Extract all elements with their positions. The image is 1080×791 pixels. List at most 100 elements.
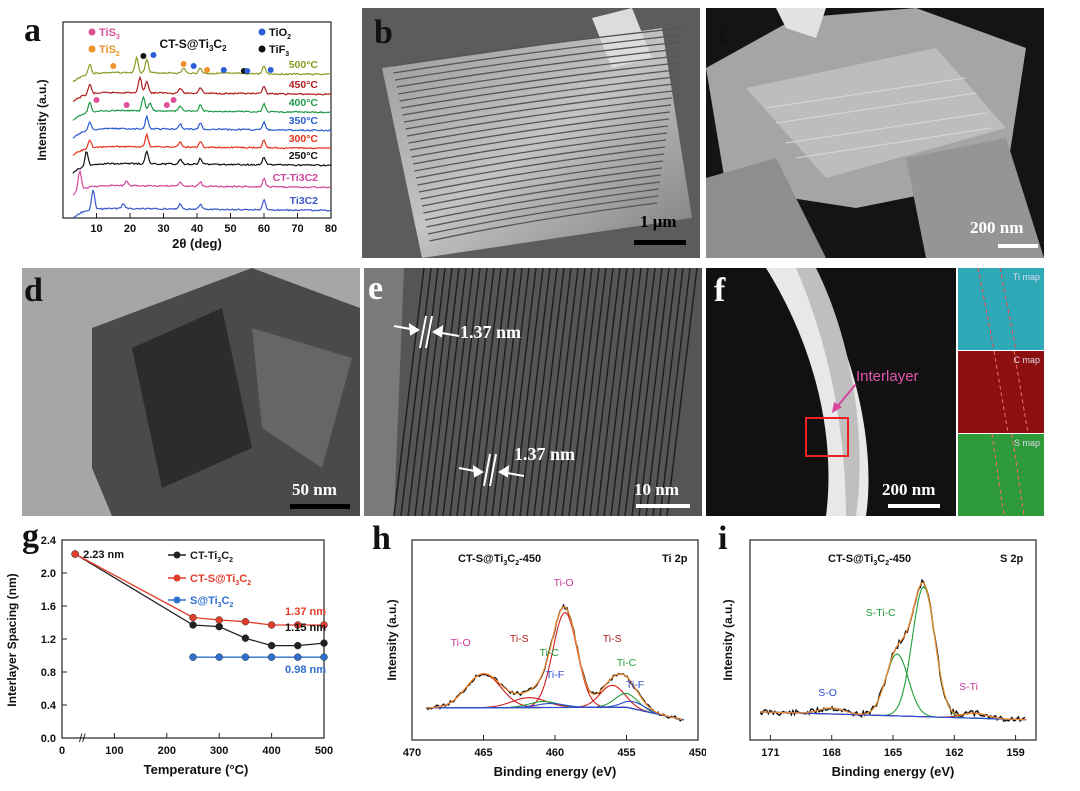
lattice-fringe (477, 268, 509, 516)
g-annotation: 1.37 nm (285, 606, 326, 618)
g-xtick-label: 400 (262, 745, 280, 757)
g-xtick-label: 300 (210, 745, 228, 757)
lattice-fringe (582, 268, 614, 516)
spacing-chart: 0 100 200 300 400 5000.00.40.81.21.62.02.4// … (5, 535, 333, 777)
layer-line (391, 27, 683, 67)
selection-box (805, 417, 849, 457)
g-data-point (189, 621, 197, 629)
lattice-fringe (456, 268, 488, 516)
xps-s2p-chart: 171 168 165 162 159 S-O S-Ti-C S-Ti CT-S@Ti3C2-… (721, 539, 1037, 779)
g-xtick-label: 200 (158, 745, 176, 757)
xrd-phase-marker (244, 68, 251, 74)
xrd-phase-marker (140, 53, 147, 59)
layer-line (406, 97, 673, 137)
sem-layers-b (362, 8, 700, 258)
element-map-s: S map (958, 434, 1044, 516)
axis-break: // (79, 731, 86, 745)
g-xtick-label: 500 (315, 745, 333, 757)
panel-d-tem-image: d 50 nm (22, 268, 360, 516)
xrd-xtick-label: 80 (325, 223, 337, 235)
panel-label-d: d (24, 272, 43, 309)
g-data-point (320, 653, 328, 661)
i-title: CT-S@Ti3C2-450 (828, 553, 911, 567)
map-label-s: S map (1013, 438, 1040, 448)
xrd-series-label: Ti3C2 (290, 195, 319, 207)
element-map-c: C map (958, 351, 1044, 433)
scale-label-b: 1 μm (640, 212, 677, 231)
h-peak-label: Ti-O (451, 637, 471, 649)
lattice-fringe (505, 268, 537, 516)
lattice-fringe (400, 268, 432, 516)
lattice-fringe (407, 268, 439, 516)
g-data-point (320, 639, 328, 647)
xps-ti2p-chart: 470 465 460 455 450 Ti-O Ti-S Ti-C Ti-F Ti-O Ti-S T… (385, 539, 706, 779)
panel-label-i: i (718, 520, 728, 557)
xrd-series-line (72, 132, 332, 156)
xrd-xtick-label: 10 (90, 223, 102, 235)
legend-ct-ti3c2: CT-Ti3C2 (190, 550, 233, 564)
xrd-series-line (72, 75, 332, 102)
lattice-fringe (491, 268, 523, 516)
g-data-point (215, 616, 223, 624)
layer-line (427, 195, 659, 235)
xrd-series-label: 300°C (289, 133, 319, 145)
xrd-phase-marker (267, 67, 274, 73)
xrd-xtick-label: 70 (291, 223, 303, 235)
xrd-xtick-label: 40 (191, 223, 203, 235)
h-xlabel: Binding energy (eV) (494, 764, 617, 779)
panel-b-sem-image: b 1 μm (362, 8, 700, 258)
interlayer-label: Interlayer (856, 368, 919, 385)
lattice-fringe (568, 268, 600, 516)
h-peak-label: Ti-C (540, 647, 560, 659)
scale-label-e: 10 nm (634, 480, 679, 499)
xrd-series-label: 500°C (289, 59, 319, 71)
panel-label-c: c (718, 14, 734, 51)
legend-tis2: TiS2 (99, 44, 120, 58)
g-data-point (241, 617, 250, 626)
h-xtick-label: 455 (617, 747, 635, 759)
legend-tio2: TiO2 (269, 27, 291, 41)
g-ytick-label: 0.0 (41, 733, 56, 745)
g-data-point (241, 653, 250, 661)
panel-i: i 171 168 165 162 159 S-O S-Ti-C S-Ti CT-S@Ti3C… (708, 520, 1044, 791)
layer-line (426, 188, 660, 228)
g-annotation: 1.15 nm (285, 622, 326, 634)
xrd-series-label: 450°C (289, 79, 319, 91)
g-ytick-label: 1.6 (41, 601, 56, 613)
i-peak-label: S-Ti-C (866, 607, 896, 619)
h-peak-label: Ti-S (603, 633, 622, 645)
lattice-fringe (428, 268, 460, 516)
scale-bar-f (888, 504, 940, 508)
g-data-point (241, 634, 250, 642)
legend-tis3: TiS3 (99, 27, 120, 41)
lattice-fringe (610, 268, 642, 516)
layer-line (423, 174, 662, 214)
h-peak-label: Ti-S (510, 633, 529, 645)
g-ytick-label: 0.4 (41, 700, 57, 712)
panel-g: g 0 100 200 300 400 500 0.0 0.4 0.8 1.2 1.6 2.0 2.4 /… (0, 520, 352, 791)
layer-line (421, 167, 663, 207)
i-raw-spectrum (759, 578, 1026, 723)
i-xtick-label: 171 (761, 747, 779, 759)
lattice-fringe (596, 268, 628, 516)
h-title: CT-S@Ti3C2-450 (458, 553, 541, 567)
spacing-label-1: 1.37 nm (460, 322, 522, 342)
layer-line (418, 153, 665, 193)
g-data-point (189, 653, 197, 661)
lattice-fringe (624, 268, 656, 516)
scale-bar-c (998, 244, 1038, 248)
panel-label-e: e (368, 270, 384, 307)
scale-bar-b (634, 240, 686, 245)
g-legend: CT-Ti3C2 CT-S@Ti3C2 S@Ti3C2 (168, 550, 251, 609)
lattice-fringe (652, 268, 684, 516)
g-xtick-label: 100 (105, 745, 123, 757)
g-data-point (215, 622, 223, 631)
g-data-point (267, 653, 276, 661)
layer-line (400, 69, 677, 109)
g-xlabel: Temperature (°C) (144, 762, 249, 777)
lattice-fringe (666, 268, 698, 516)
layer-line (405, 90, 674, 130)
layer-line (417, 146, 666, 186)
scale-label-f: 200 nm (882, 480, 936, 499)
lattice-fringe (533, 268, 565, 516)
